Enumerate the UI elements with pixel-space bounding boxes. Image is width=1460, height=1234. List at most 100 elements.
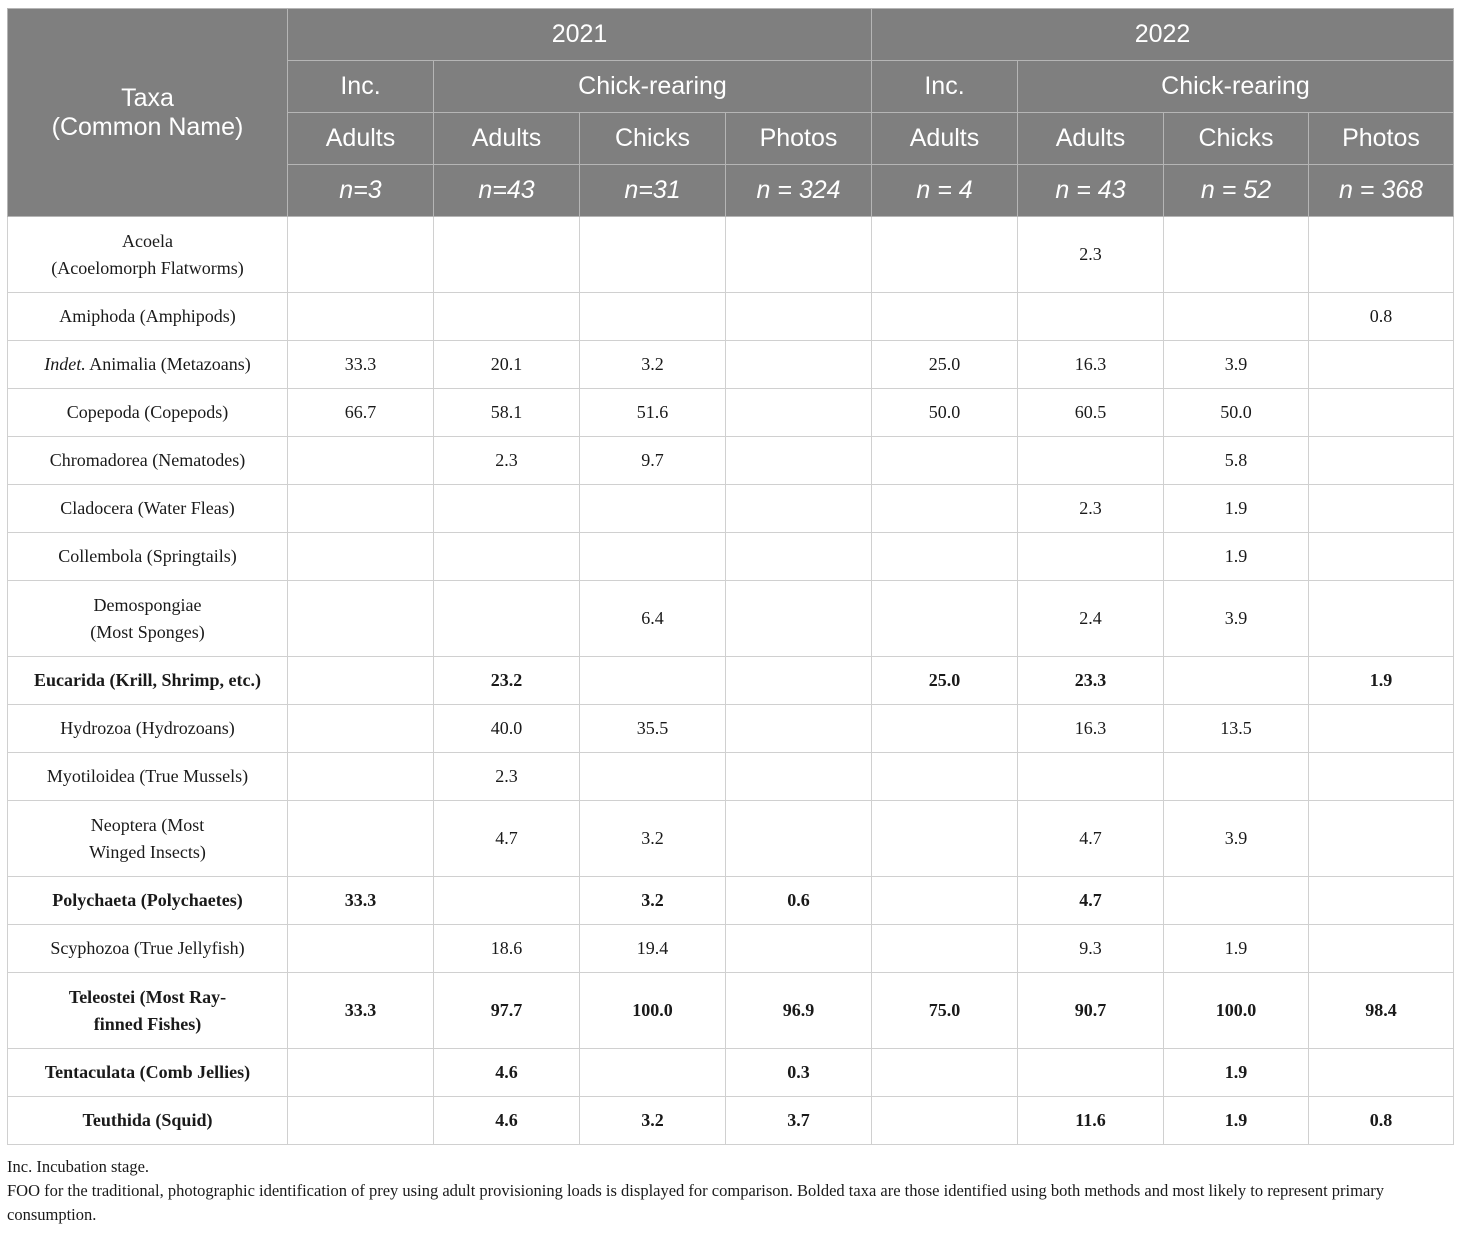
value-cell: [725, 800, 872, 877]
taxa-cell: Eucarida (Krill, Shrimp, etc.): [7, 656, 288, 705]
value-cell: 4.7: [433, 800, 580, 877]
sample-size: n=3: [287, 164, 434, 217]
taxa-name: Acoela: [122, 230, 173, 251]
taxa-header: Taxa (Common Name): [7, 8, 288, 217]
table-row: Acoela (Acoelomorph Flatworms) 2.3: [7, 216, 1454, 293]
value-cell: [725, 704, 872, 753]
value-cell: [287, 532, 434, 581]
taxa-name: Neoptera (Most: [90, 814, 205, 835]
value-cell: [1017, 532, 1164, 581]
value-cell: [1308, 216, 1454, 293]
taxa-name: Chromadorea (Nematodes): [49, 450, 246, 470]
value-cell: [1308, 924, 1454, 973]
value-cell: [287, 436, 434, 485]
footnotes: Inc. Incubation stage. FOO for the tradi…: [7, 1155, 1453, 1227]
value-cell: 2.4: [1017, 580, 1164, 657]
taxa-cell: Teuthida (Squid): [7, 1096, 288, 1145]
value-cell: 90.7: [1017, 972, 1164, 1049]
taxa-cell: Tentaculata (Comb Jellies): [7, 1048, 288, 1097]
diet-table: Taxa (Common Name) 2021 2022 Inc. Chick-…: [7, 8, 1454, 1145]
value-cell: [1308, 752, 1454, 801]
value-cell: 23.3: [1017, 656, 1164, 705]
taxa-cell: Hydrozoa (Hydrozoans): [7, 704, 288, 753]
taxa-name: Teleostei (Most Ray-: [68, 986, 227, 1007]
table-row: Teleostei (Most Ray-finned Fishes) 33.3 97…: [7, 972, 1454, 1049]
value-cell: 25.0: [871, 656, 1018, 705]
value-cell: 16.3: [1017, 704, 1164, 753]
col-header: Photos: [1308, 112, 1454, 165]
value-cell: [287, 924, 434, 973]
value-cell: 11.6: [1017, 1096, 1164, 1145]
value-cell: 75.0: [871, 972, 1018, 1049]
taxa-name-line2: (Most Sponges): [90, 621, 205, 642]
taxa-name: Myotiloidea (True Mussels): [46, 766, 249, 786]
col-header: Photos: [725, 112, 872, 165]
taxa-name: Teuthida (Squid): [82, 1110, 213, 1130]
value-cell: [1308, 484, 1454, 533]
value-cell: 97.7: [433, 972, 580, 1049]
value-cell: 0.3: [725, 1048, 872, 1097]
taxa-name-line2: finned Fishes): [93, 1013, 202, 1034]
sample-size: n = 4: [871, 164, 1018, 217]
value-cell: [725, 532, 872, 581]
value-cell: 3.2: [579, 340, 726, 389]
taxa-cell: Chromadorea (Nematodes): [7, 436, 288, 485]
value-cell: [287, 484, 434, 533]
sample-size: n=31: [579, 164, 726, 217]
value-cell: [287, 800, 434, 877]
taxa-name: Collembola (Springtails): [58, 546, 237, 566]
taxa-cell: Myotiloidea (True Mussels): [7, 752, 288, 801]
value-cell: [1017, 436, 1164, 485]
table-row: Eucarida (Krill, Shrimp, etc.) 23.2 25.0 23…: [7, 656, 1454, 705]
value-cell: [287, 216, 434, 293]
value-cell: [871, 1096, 1018, 1145]
inc-header-2021: Inc.: [287, 60, 434, 113]
value-cell: 1.9: [1163, 1048, 1309, 1097]
table-row: Amiphoda (Amphipods) 0.8: [7, 292, 1454, 341]
table-row: Teuthida (Squid) 4.6 3.2 3.7 11.6 1.9 0.8: [7, 1096, 1454, 1145]
value-cell: [1308, 388, 1454, 437]
value-cell: [725, 752, 872, 801]
value-cell: [725, 484, 872, 533]
value-cell: 18.6: [433, 924, 580, 973]
value-cell: 40.0: [433, 704, 580, 753]
value-cell: 60.5: [1017, 388, 1164, 437]
sample-size: n=43: [433, 164, 580, 217]
value-cell: 13.5: [1163, 704, 1309, 753]
table-row: Neoptera (Most Winged Insects) 4.7 3.2 4.7 3.…: [7, 800, 1454, 877]
table-container: Taxa (Common Name) 2021 2022 Inc. Chick-…: [7, 8, 1454, 1227]
value-cell: [433, 532, 580, 581]
value-cell: [287, 656, 434, 705]
value-cell: 3.2: [579, 1096, 726, 1145]
value-cell: [1017, 292, 1164, 341]
table-row: Cladocera (Water Fleas) 2.3 1.9: [7, 484, 1454, 533]
table-row: Chromadorea (Nematodes) 2.3 9.7 5.8: [7, 436, 1454, 485]
value-cell: 1.9: [1163, 484, 1309, 533]
taxa-cell: Copepoda (Copepods): [7, 388, 288, 437]
value-cell: [725, 388, 872, 437]
taxa-cell: Polychaeta (Polychaetes): [7, 876, 288, 925]
value-cell: 4.7: [1017, 876, 1164, 925]
col-header: Adults: [433, 112, 580, 165]
value-cell: 6.4: [579, 580, 726, 657]
value-cell: [579, 656, 726, 705]
value-cell: 2.3: [1017, 216, 1164, 293]
value-cell: 16.3: [1017, 340, 1164, 389]
value-cell: [579, 484, 726, 533]
value-cell: 5.8: [1163, 436, 1309, 485]
value-cell: [287, 1096, 434, 1145]
value-cell: 9.3: [1017, 924, 1164, 973]
value-cell: 3.2: [579, 876, 726, 925]
value-cell: [871, 216, 1018, 293]
sample-size: n = 52: [1163, 164, 1309, 217]
value-cell: [871, 1048, 1018, 1097]
value-cell: [1308, 340, 1454, 389]
value-cell: [1308, 704, 1454, 753]
taxa-name: Cladocera (Water Fleas): [60, 498, 235, 518]
value-cell: 4.6: [433, 1096, 580, 1145]
value-cell: [579, 216, 726, 293]
table-row: Scyphozoa (True Jellyfish) 18.6 19.4 9.3 1.9: [7, 924, 1454, 973]
footnote-abbrev: Inc. Incubation stage.: [7, 1157, 150, 1176]
value-cell: 96.9: [725, 972, 872, 1049]
table-body: Acoela (Acoelomorph Flatworms) 2.3 Amiphoda…: [7, 216, 1454, 1145]
